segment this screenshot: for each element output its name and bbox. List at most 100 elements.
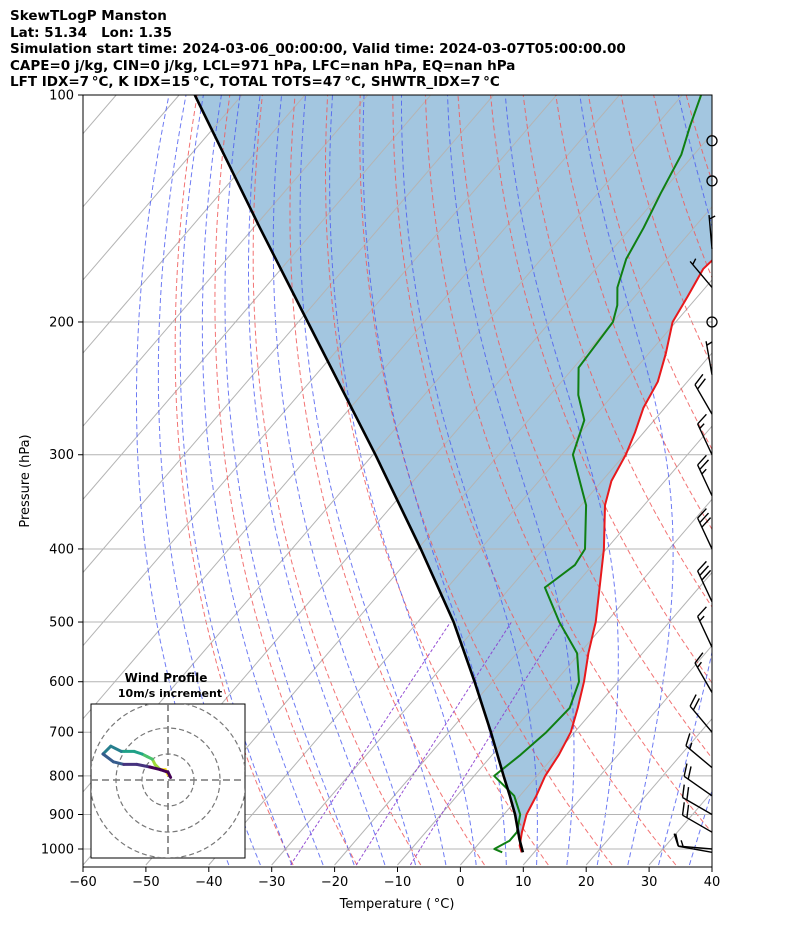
dry-adiabat-line bbox=[392, 95, 677, 866]
wind-barb-flag bbox=[699, 512, 710, 524]
hodograph-segment bbox=[111, 760, 126, 766]
moist-adiabat-line bbox=[783, 95, 794, 865]
wind-barb-staff bbox=[683, 775, 713, 797]
wind-barb-staff bbox=[694, 662, 713, 693]
moist-adiabat-line bbox=[658, 95, 712, 866]
x-tick-label: −10 bbox=[384, 875, 411, 890]
dry-adiabat-line bbox=[252, 95, 422, 866]
mixing-ratio-line bbox=[409, 621, 562, 866]
moist-adiabat-line bbox=[752, 95, 794, 865]
wind-barb-half-flag bbox=[706, 341, 713, 346]
moist-adiabat-line bbox=[224, 95, 355, 866]
wind-barb-staff bbox=[696, 464, 713, 497]
dry-adiabat-line bbox=[174, 95, 294, 866]
axes: −60 −50 −40 −30 −20 −10 0 10 20 30 40 100 200 300 400 5… bbox=[41, 89, 720, 891]
wind-barb-flag bbox=[681, 802, 685, 816]
parcel-profile-line bbox=[193, 95, 525, 853]
wind-barb-flag bbox=[697, 508, 707, 519]
chart-title-indices-1: CAPE=0 j/kg, CIN=0 j/kg, LCL=971 hPa, LF… bbox=[10, 57, 516, 74]
wind-barb-staff bbox=[689, 705, 713, 733]
dry-adiabat-line bbox=[325, 95, 549, 866]
isotherm-line bbox=[271, 352, 712, 866]
wind-barb-flag bbox=[697, 454, 707, 466]
wind-barb-flag bbox=[699, 459, 710, 470]
wind-barb bbox=[681, 784, 713, 816]
dry-adiabat-line bbox=[784, 95, 794, 865]
dry-adiabat-line bbox=[214, 95, 358, 866]
isotherm-line bbox=[334, 425, 712, 866]
mixing-ratio-line bbox=[355, 621, 512, 866]
wind-barb-staff bbox=[694, 384, 713, 415]
wind-barb-flag bbox=[689, 694, 697, 707]
wind-barb-flag bbox=[687, 766, 692, 780]
wind-barb bbox=[685, 733, 713, 769]
chart-title-indices-2: LFT IDX=7 °C, K IDX=15 °C, TOTAL TOTS=47… bbox=[10, 74, 500, 90]
chart-title-location: Lat: 51.34 Lon: 1.35 bbox=[10, 24, 172, 41]
y-tick-label: 600 bbox=[49, 675, 74, 690]
wind-barb bbox=[689, 258, 713, 288]
hodograph-segment bbox=[148, 765, 162, 772]
moist-adiabat-line bbox=[272, 95, 416, 866]
chart-title-block: SkewTLogP Manston Lat: 51.34 Lon: 1.35 S… bbox=[10, 8, 626, 91]
y-tick-label: 800 bbox=[49, 769, 74, 784]
wind-barb bbox=[689, 694, 713, 733]
isotherm-line bbox=[522, 644, 712, 866]
wind-barb-flag bbox=[692, 698, 700, 711]
wind-barb bbox=[705, 341, 713, 375]
temperature-profile-line bbox=[518, 259, 712, 853]
wind-barb bbox=[696, 560, 713, 603]
x-tick-label: 40 bbox=[704, 875, 721, 890]
wind-barb bbox=[673, 833, 713, 850]
x-axis-label: Temperature ( °C) bbox=[339, 897, 455, 912]
y-tick-label: 100 bbox=[49, 89, 74, 104]
moist-adiabat-line bbox=[201, 95, 324, 866]
wind-barb bbox=[694, 652, 713, 693]
dry-adiabat-line bbox=[359, 95, 613, 866]
moist-adiabat-line bbox=[179, 95, 293, 866]
hodograph-segment bbox=[101, 744, 113, 756]
isotherm-line bbox=[775, 95, 794, 865]
moist-adiabat-line bbox=[720, 95, 794, 865]
hodograph-subtitle: 10m/s increment bbox=[118, 687, 222, 700]
isotherm-line bbox=[83, 95, 243, 281]
wind-barb-staff bbox=[682, 814, 713, 833]
wind-barb-half-flag bbox=[701, 468, 707, 475]
wind-barb-half-flag bbox=[689, 742, 693, 750]
wind-barb-half-flag bbox=[696, 661, 703, 668]
wind-barb-flag bbox=[696, 378, 706, 390]
chart-title-station: SkewTLogP Manston bbox=[10, 8, 167, 24]
wind-barb-staff bbox=[696, 570, 713, 603]
y-tick-label: 900 bbox=[49, 808, 74, 823]
y-tick-label: 200 bbox=[49, 315, 74, 330]
hodograph-title: Wind Profile bbox=[125, 671, 208, 685]
wind-barb bbox=[696, 413, 713, 456]
isotherm-line bbox=[83, 95, 432, 501]
moist-adiabat-line bbox=[329, 95, 477, 866]
wind-barb-flag bbox=[697, 560, 707, 572]
isotherm-line bbox=[397, 498, 712, 866]
wind-barb-staff bbox=[705, 341, 713, 375]
x-tick-label: −20 bbox=[321, 875, 348, 890]
mixing-ratio-line bbox=[290, 621, 451, 866]
dry-adiabat-line bbox=[751, 95, 794, 865]
x-tick-label: 0 bbox=[456, 875, 464, 890]
wind-barb-flag bbox=[701, 517, 712, 528]
x-tick-label: 20 bbox=[578, 875, 595, 890]
wind-barb-flag bbox=[694, 373, 704, 386]
wind-barb bbox=[696, 606, 713, 648]
dewpoint-profile-line bbox=[493, 95, 703, 854]
wind-barb-staff bbox=[689, 260, 713, 288]
hodograph-segment bbox=[109, 744, 123, 753]
dry-adiabat-line bbox=[719, 95, 794, 865]
wind-barb-flag bbox=[686, 804, 690, 818]
wind-barb-flag bbox=[686, 787, 690, 801]
wind-barb bbox=[694, 373, 713, 415]
y-tick-label: 700 bbox=[49, 726, 74, 741]
isotherm-line bbox=[208, 279, 712, 866]
hodograph-segment bbox=[135, 762, 152, 769]
dry-adiabat-line bbox=[490, 95, 712, 684]
x-tick-label: −30 bbox=[258, 875, 285, 890]
y-tick-label: 500 bbox=[49, 616, 74, 631]
moist-adiabat-line bbox=[362, 95, 507, 865]
